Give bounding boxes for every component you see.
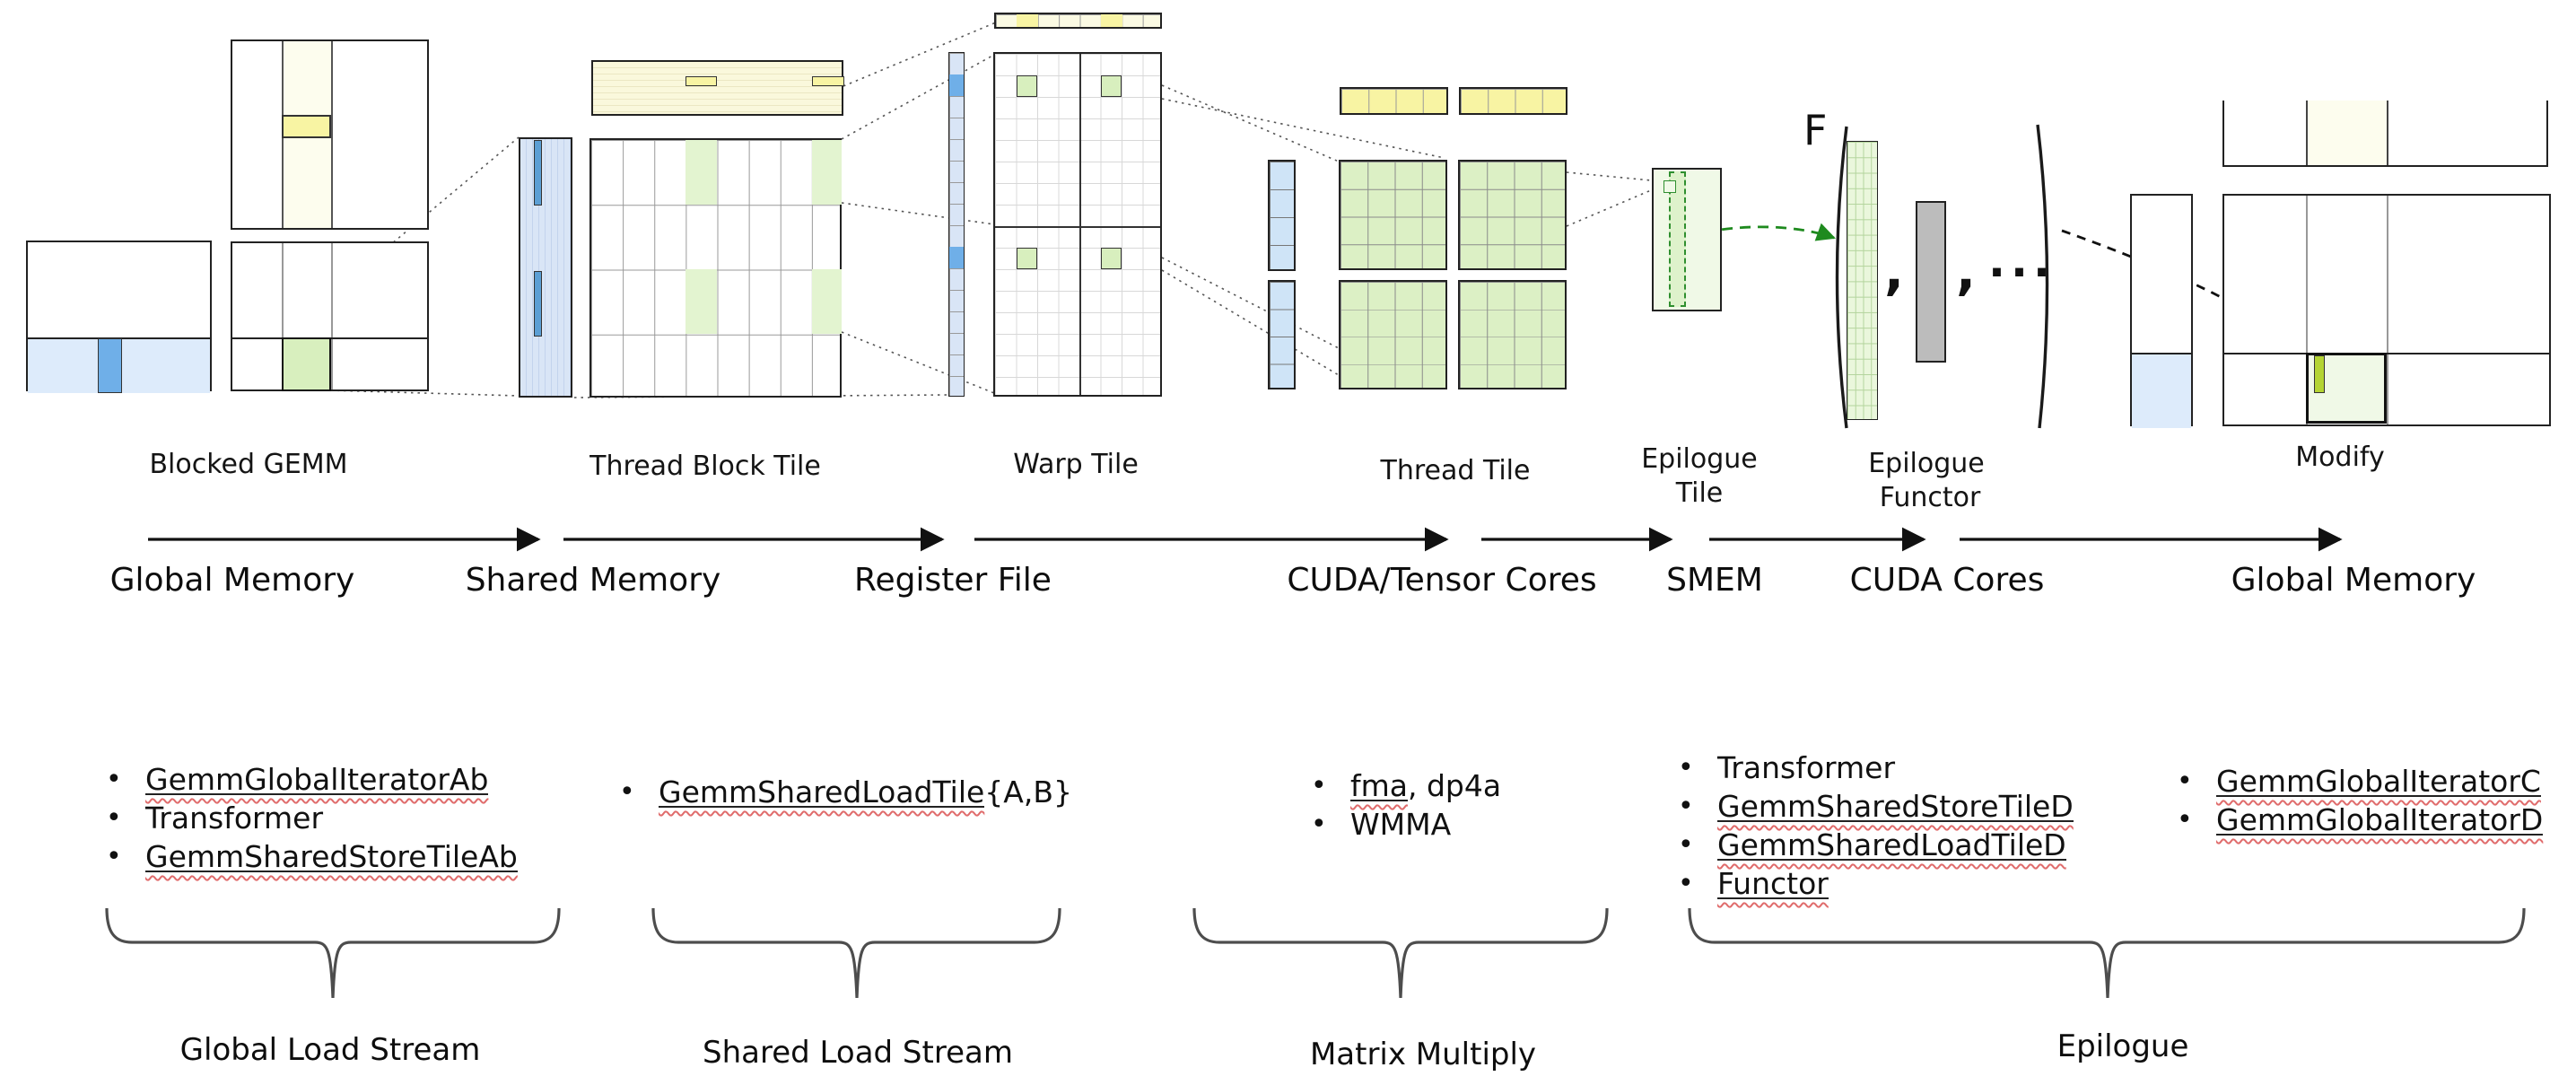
brace-matrix-multiply [1192,907,1609,999]
memory-label-cuda-cores: CUDA Cores [1849,562,2045,599]
thread-a-fragment-2 [1268,280,1296,389]
tbt-b-bar-1 [685,76,717,86]
stage-label-epilogue-tile-2: Tile [1675,477,1724,509]
warp-green-cell [1017,248,1037,269]
brace-shared-load-stream [651,907,1061,999]
memory-label-smem: SMEM [1666,562,1763,599]
memory-label-global-memory-2: Global Memory [2231,562,2476,599]
blocked-matrix-a [26,241,212,393]
modify-a-row [2132,353,2191,428]
group-label-matrix-multiply: Matrix Multiply [1309,1037,1537,1072]
stage-label-epilogue-tile-1: Epilogue [1641,443,1758,475]
epilogue-tile-element [1663,180,1676,193]
stage-label-warp-tile: Warp Tile [1013,449,1139,480]
warp-a-highlight [949,74,964,96]
list-item: Transformer [106,799,518,837]
list-item: GemmGlobalIteratorAb [106,760,518,799]
tbt-a-bar-2 [534,271,542,337]
group-label-shared-load-stream: Shared Load Stream [703,1035,1013,1071]
stage-label-epilogue-functor-1: Epilogue [1868,448,1985,479]
modify-matrix-c [2222,194,2551,426]
thread-accumulator-3 [1339,280,1447,389]
stage-label-epilogue-functor-2: Functor [1879,482,1981,513]
warp-green-cell [1101,248,1122,269]
thread-a-fragment-1 [1268,160,1296,271]
stage-label-modify: Modify [2295,442,2385,473]
warp-green-cell [1017,75,1037,97]
memory-label-shared-memory: Shared Memory [465,562,721,599]
functor-arg-gray [1916,201,1946,363]
modify-written-column [2314,355,2325,393]
memory-label-cuda-tensor-cores: CUDA/Tensor Cores [1287,562,1597,599]
bullet-list-matrix-multiply: fma, dp4a WMMA [1311,766,1501,844]
tbt-accumulator-grid [589,138,842,398]
bullet-list-global-store: GemmGlobalIteratorC GemmGlobalIteratorD [2177,762,2544,839]
matrix-a-tile-highlight [98,338,122,393]
functor-ellipsis: ... [1988,235,2056,287]
tbt-b-bar-2 [812,76,844,86]
list-item: Functor [1678,864,2074,903]
tbt-a-fragment-strip [519,137,572,398]
list-item: GemmSharedLoadTile{A,B} [619,773,1072,811]
warp-a-strip [948,52,965,397]
stage-label-blocked-gemm: Blocked GEMM [149,449,348,480]
list-item: GemmSharedStoreTileD [1678,787,2074,826]
bullet-list-shared-load: GemmSharedLoadTile{A,B} [619,773,1072,811]
thread-b-fragment-2 [1459,87,1567,115]
modify-matrix-b [2222,101,2548,167]
group-braces [105,907,2526,999]
list-item: Transformer [1678,748,2074,787]
list-item: WMMA [1311,805,1501,844]
functor-separator: , [1884,241,1905,302]
tbt-a-bar-1 [534,140,542,206]
matrix-b-tile-highlight [282,115,331,138]
thread-b-fragment-1 [1340,87,1448,115]
modify-b-column [2306,101,2387,165]
group-label-global-load-stream: Global Load Stream [179,1032,481,1068]
group-label-epilogue: Epilogue [2056,1028,2189,1064]
stage-label-thread-tile: Thread Tile [1380,455,1531,486]
blocked-matrix-b [231,39,429,230]
modify-matrix-a [2130,194,2193,428]
tbt-green-cell [812,140,842,205]
bullet-list-epilogue: Transformer GemmSharedStoreTileD GemmSha… [1678,748,2074,903]
stage-label-thread-block-tile: Thread Block Tile [589,451,821,482]
warp-b-highlight [1017,14,1038,27]
functor-arg-fragment [1847,141,1878,420]
brace-epilogue [1688,907,2526,999]
tbt-green-cell [685,269,717,334]
tbt-green-cell [685,140,717,205]
warp-green-cell [1101,75,1122,97]
thread-accumulator-1 [1339,160,1447,270]
memory-label-global-memory-1: Global Memory [109,562,355,599]
bullet-list-global-load: GemmGlobalIteratorAb Transformer GemmSha… [106,760,518,876]
brace-global-load-stream [105,907,561,999]
functor-symbol: F [1803,106,1828,154]
tbt-b-fragment-strip [591,60,844,116]
list-item: GemmGlobalIteratorD [2177,801,2544,839]
memory-label-register-file: Register File [854,562,1052,599]
list-item: GemmSharedStoreTileAb [106,837,518,876]
warp-accumulator-grid [993,52,1162,397]
functor-separator: , [1956,241,1977,302]
thread-accumulator-2 [1458,160,1567,270]
list-item: GemmSharedLoadTileD [1678,826,2074,864]
warp-b-strip [994,13,1162,29]
matrix-c-tile-highlight [282,337,331,391]
blocked-matrix-c [231,241,429,391]
tbt-green-cell [812,269,842,334]
list-item: GemmGlobalIteratorC [2177,762,2543,801]
thread-accumulator-4 [1458,280,1567,389]
warp-a-highlight [949,247,964,268]
list-item: fma, dp4a [1311,766,1501,805]
epilogue-tile [1652,168,1722,311]
epilogue-tile-column [1669,171,1686,307]
warp-b-highlight [1101,14,1122,27]
modify-c-tile [2306,353,2387,424]
